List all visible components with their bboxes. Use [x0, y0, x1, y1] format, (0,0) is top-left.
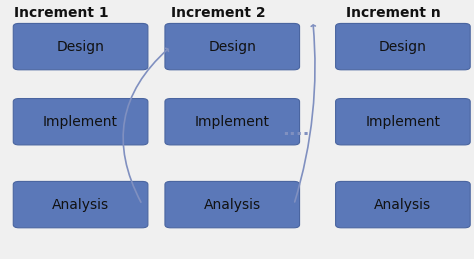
Text: Design: Design [379, 40, 427, 54]
Text: Design: Design [208, 40, 256, 54]
Text: ....: .... [283, 120, 310, 139]
FancyBboxPatch shape [13, 24, 148, 70]
Text: Implement: Implement [195, 115, 270, 129]
FancyBboxPatch shape [165, 99, 300, 145]
FancyBboxPatch shape [336, 99, 470, 145]
Text: Analysis: Analysis [374, 198, 431, 212]
Text: Implement: Implement [365, 115, 440, 129]
Text: Analysis: Analysis [52, 198, 109, 212]
Text: Increment n: Increment n [346, 6, 441, 20]
FancyBboxPatch shape [13, 99, 148, 145]
Text: Implement: Implement [43, 115, 118, 129]
FancyBboxPatch shape [336, 182, 470, 228]
FancyBboxPatch shape [165, 182, 300, 228]
Text: Design: Design [56, 40, 105, 54]
FancyBboxPatch shape [13, 182, 148, 228]
Text: Increment 2: Increment 2 [171, 6, 265, 20]
FancyBboxPatch shape [336, 24, 470, 70]
Text: Analysis: Analysis [204, 198, 261, 212]
Text: Increment 1: Increment 1 [14, 6, 109, 20]
FancyBboxPatch shape [165, 24, 300, 70]
